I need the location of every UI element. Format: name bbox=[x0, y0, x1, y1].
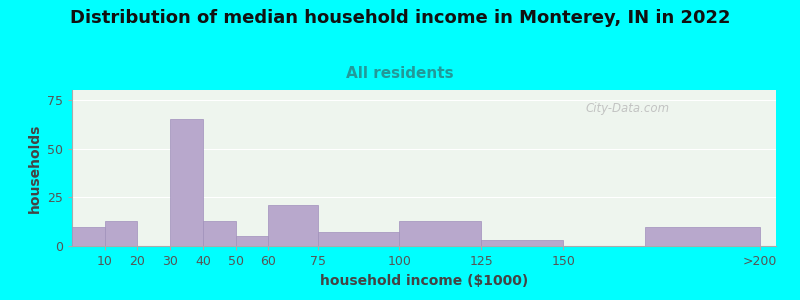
Bar bbox=[318, 232, 399, 246]
X-axis label: household income ($1000): household income ($1000) bbox=[320, 274, 528, 288]
Bar bbox=[236, 236, 269, 246]
Text: City-Data.com: City-Data.com bbox=[586, 103, 670, 116]
Bar bbox=[269, 205, 318, 246]
Bar bbox=[72, 226, 105, 246]
Bar bbox=[482, 240, 563, 246]
Bar bbox=[399, 221, 482, 246]
Y-axis label: households: households bbox=[27, 123, 42, 213]
Text: Distribution of median household income in Monterey, IN in 2022: Distribution of median household income … bbox=[70, 9, 730, 27]
Bar bbox=[645, 226, 760, 246]
Text: All residents: All residents bbox=[346, 66, 454, 81]
Bar bbox=[105, 221, 138, 246]
Bar bbox=[170, 119, 203, 246]
Bar bbox=[203, 221, 236, 246]
